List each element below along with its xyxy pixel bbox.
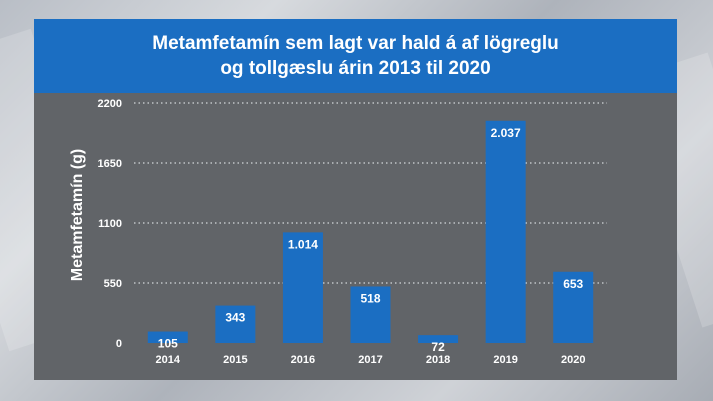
data-label: 1.014 <box>288 237 318 251</box>
y-axis-label: Metamfetamín (g) <box>69 149 86 281</box>
x-tick-label: 2016 <box>291 354 315 366</box>
x-tick-label: 2017 <box>358 354 382 366</box>
x-tick-label: 2020 <box>561 354 585 366</box>
data-label: 518 <box>360 291 380 305</box>
chart-title-line-2: og tollgæslu árin 2013 til 2020 <box>220 58 491 79</box>
x-tick-label: 2018 <box>426 354 450 366</box>
bar <box>282 232 323 343</box>
data-label: 105 <box>158 337 178 351</box>
y-tick-label: 1100 <box>98 218 122 230</box>
data-label: 2.037 <box>491 126 521 140</box>
y-tick-label: 2200 <box>98 98 122 110</box>
bar <box>350 286 391 343</box>
y-tick-label: 1650 <box>98 158 122 170</box>
x-tick-label: 2015 <box>223 354 247 366</box>
data-label: 653 <box>563 277 583 291</box>
y-tick-label: 0 <box>116 338 122 350</box>
bar <box>215 305 256 343</box>
chart-title: Metamfetamín sem lagt var hald á af lögr… <box>34 19 677 93</box>
chart-panel: Metamfetamín sem lagt var hald á af lögr… <box>34 19 677 380</box>
bar <box>553 271 594 343</box>
bar-chart: 0 550 1100 1650 2200 105 2014 343 2015 1.014 2016 5… <box>69 98 607 366</box>
data-label: 72 <box>431 340 445 354</box>
data-label: 343 <box>225 311 245 325</box>
y-tick-label: 550 <box>104 278 122 290</box>
bar <box>485 120 526 343</box>
bar <box>147 331 188 343</box>
chart-title-line-1: Metamfetamín sem lagt var hald á af lögr… <box>152 33 559 54</box>
bar <box>418 335 459 343</box>
x-tick-label: 2014 <box>156 354 181 366</box>
x-tick-label: 2019 <box>493 354 517 366</box>
